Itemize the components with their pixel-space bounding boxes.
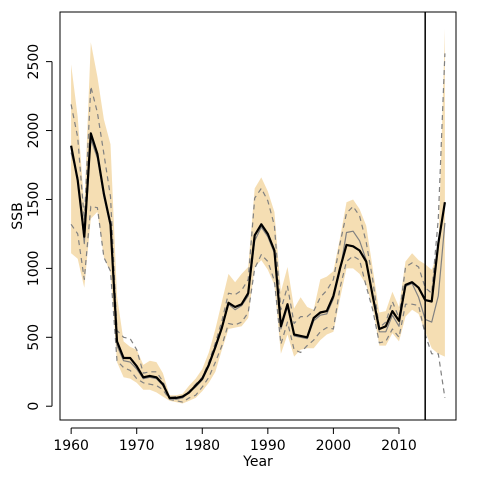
x-tick-label: 2010 — [381, 438, 417, 454]
y-tick-label: 0 — [26, 402, 42, 411]
plot-frame — [59, 11, 457, 421]
series-line-3-dashed — [70, 205, 446, 403]
y-axis: 0 500 1000 1500 2000 2500 — [26, 44, 53, 411]
x-axis-title: Year — [242, 454, 273, 470]
plot-area — [70, 12, 446, 420]
y-tick-label: 2500 — [26, 44, 42, 80]
x-tick-label: 1960 — [53, 438, 89, 454]
x-tick-label: 1970 — [119, 438, 155, 454]
x-tick-label: 2000 — [316, 438, 352, 454]
series-line-1-solid-thin — [70, 138, 446, 400]
confidence-band — [71, 28, 445, 404]
x-tick-label: 1980 — [184, 438, 220, 454]
x-axis: 1960 1970 1980 1990 2000 2010 — [53, 427, 417, 454]
y-axis-title: SSB — [10, 202, 26, 229]
series-line-2-dashed — [70, 53, 446, 399]
x-tick-label: 1990 — [250, 438, 286, 454]
y-tick-label: 1000 — [26, 251, 42, 287]
series-line-0-solid-thick — [70, 132, 446, 399]
y-tick-label: 500 — [26, 324, 42, 351]
y-tick-label: 2000 — [26, 113, 42, 149]
y-tick-label: 1500 — [26, 182, 42, 218]
